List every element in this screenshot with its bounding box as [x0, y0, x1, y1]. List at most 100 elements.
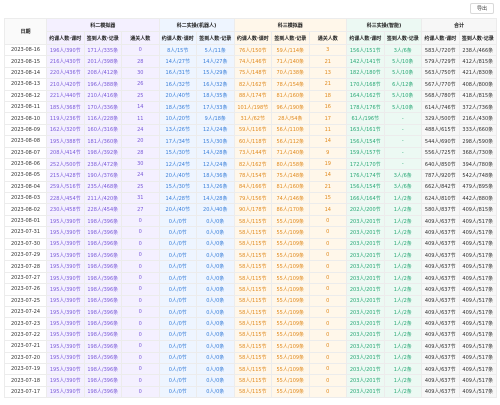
data-cell: 0人/0节	[158, 328, 197, 342]
data-cell: 1人/2条	[383, 192, 423, 205]
data-cell: 479人/895条	[458, 180, 498, 194]
table-row: 2023-08-15 216人/430节 201人/398条 28 14人/27节 14人…	[4, 55, 498, 68]
data-cell: 0	[308, 249, 348, 262]
data-cell: 190人/376条	[83, 169, 122, 182]
data-cell: 172人/170节	[346, 157, 385, 171]
data-cell: 156人/154节	[346, 180, 385, 194]
data-cell: -	[383, 112, 423, 125]
data-cell: 0人/0节	[158, 249, 197, 262]
data-cell: 27	[121, 203, 160, 216]
stats-table: 日期 科二模拟器 科二实操(机器人) 科三模拟器 科三实操(智能) 合计 约课人数·课时 签到…	[4, 18, 498, 399]
data-cell: 12人/24条	[196, 157, 235, 171]
data-cell: 60人/118节	[233, 135, 273, 148]
table-row: 2023-08-04 259人/516节 235人/468条 25 15人/30节 13人…	[4, 180, 498, 194]
data-cell: 409人/637节	[421, 317, 460, 330]
data-cell: 156人/154节	[346, 135, 385, 148]
table-row: 2023-07-24 195人/390节 198人/396条 0 0人/0节 0人/0条 5…	[4, 305, 498, 319]
data-cell: 58人/115节	[233, 340, 273, 353]
table-row: 2023-08-14 220人/436节 208人/412条 30 16人/31节 15人…	[4, 66, 498, 80]
date-cell: 2023-07-18	[4, 374, 47, 387]
data-cell: 80人/158条	[271, 157, 310, 171]
data-cell: 488人/615节	[421, 123, 460, 137]
data-cell: 14	[121, 100, 160, 114]
date-cell: 2023-07-28	[4, 260, 47, 273]
data-cell: -	[383, 157, 423, 171]
header-cell: 日期	[4, 18, 47, 45]
data-cell: 78人/154节	[233, 169, 273, 182]
data-cell: 579人/729节	[421, 55, 460, 68]
data-cell: 58人/115节	[233, 317, 273, 330]
data-cell: 1人/2条	[383, 385, 423, 399]
table-row: 2023-07-25 195人/390节 198人/396条 0 0人/0节 0人/0条 5…	[4, 294, 498, 308]
data-cell: 0	[121, 317, 160, 330]
data-cell: 1人/2条	[383, 214, 423, 228]
column-header: 约课人数·课时	[233, 31, 273, 45]
data-cell: 9人/18条	[196, 112, 235, 125]
data-cell: 409人/517条	[458, 271, 498, 285]
data-cell: 170人/168节	[346, 78, 385, 91]
data-cell: 5人/10条	[383, 55, 423, 68]
data-cell: 0人/0节	[158, 214, 197, 228]
data-cell: 1人/2条	[383, 294, 423, 308]
data-cell: 409人/517条	[458, 260, 498, 273]
data-cell: 195人/390节	[46, 249, 85, 262]
data-cell: 58人/115节	[233, 294, 273, 308]
data-cell: 13	[308, 66, 348, 80]
data-cell: 19	[308, 157, 348, 171]
data-cell: 563人/750节	[421, 66, 460, 80]
data-cell: 409人/517条	[458, 340, 498, 353]
data-cell: 409人/637节	[421, 362, 460, 376]
data-cell: 195人/390节	[46, 294, 85, 308]
data-cell: 203人/201节	[346, 214, 385, 228]
data-cell: 203人/201节	[346, 385, 385, 399]
data-cell: 0	[121, 385, 160, 399]
data-cell: 0	[121, 226, 160, 239]
data-cell: 409人/637节	[421, 271, 460, 285]
data-cell: 198人/396条	[83, 214, 122, 228]
table-row: 2023-07-19 195人/390节 198人/396条 0 0人/0节 0人/0条 5…	[4, 362, 498, 376]
data-cell: 409人/637节	[421, 294, 460, 308]
data-cell: 409人/637节	[421, 340, 460, 353]
data-cell: 55人/109条	[271, 271, 310, 285]
data-cell: 580人/837节	[421, 203, 460, 216]
data-cell: 0人/0条	[196, 362, 235, 376]
column-header: 通关人数	[308, 31, 348, 45]
data-cell: 55人/109条	[271, 385, 310, 399]
data-cell: 195人/390节	[46, 226, 85, 239]
date-cell: 2023-08-02	[4, 203, 47, 216]
data-cell: 1人/2条	[383, 374, 423, 387]
data-cell: 61人/196节	[346, 112, 385, 125]
column-header: 签到人数·记录	[458, 31, 498, 45]
column-header: 签到人数·记录	[271, 31, 310, 45]
data-cell: 195人/390节	[46, 374, 85, 387]
data-cell: 20人/40节	[158, 203, 197, 216]
data-cell: 210人/420节	[46, 78, 85, 91]
data-cell: 20人/40节	[158, 169, 197, 182]
data-cell: 3人/6条	[383, 43, 423, 57]
data-cell: 1人/2条	[383, 283, 423, 296]
data-cell: 5人/11条	[196, 43, 235, 57]
data-cell: 170人/336条	[83, 100, 122, 114]
data-cell: 55人/109条	[271, 294, 310, 308]
data-cell: 1人/2条	[383, 328, 423, 342]
data-cell: 20	[121, 135, 160, 148]
data-cell: 55人/109条	[271, 305, 310, 319]
export-button[interactable]: 导出	[469, 3, 494, 14]
data-cell: 55人/109条	[271, 283, 310, 296]
data-cell: 409人/637节	[421, 351, 460, 364]
table-row: 2023-08-12 221人/440节 210人/416条 25 20人/40节 18人…	[4, 89, 498, 102]
data-cell: 409人/637节	[421, 249, 460, 262]
data-cell: 0人/0条	[196, 271, 235, 285]
date-cell: 2023-07-29	[4, 249, 47, 262]
data-cell: 333人/660条	[458, 123, 498, 137]
date-cell: 2023-08-13	[4, 78, 47, 91]
data-cell: 82人/162节	[233, 78, 273, 91]
table-row: 2023-07-23 195人/390节 198人/396条 0 0人/0节 0人/0条 5…	[4, 317, 498, 330]
date-cell: 2023-07-25	[4, 294, 47, 308]
data-cell: 25	[121, 89, 160, 102]
data-cell: 409人/517条	[458, 237, 498, 251]
date-cell: 2023-08-16	[4, 43, 47, 57]
data-cell: 195人/388节	[46, 135, 85, 148]
data-cell: 182人/180节	[346, 66, 385, 80]
data-cell: 18人/36条	[196, 169, 235, 182]
